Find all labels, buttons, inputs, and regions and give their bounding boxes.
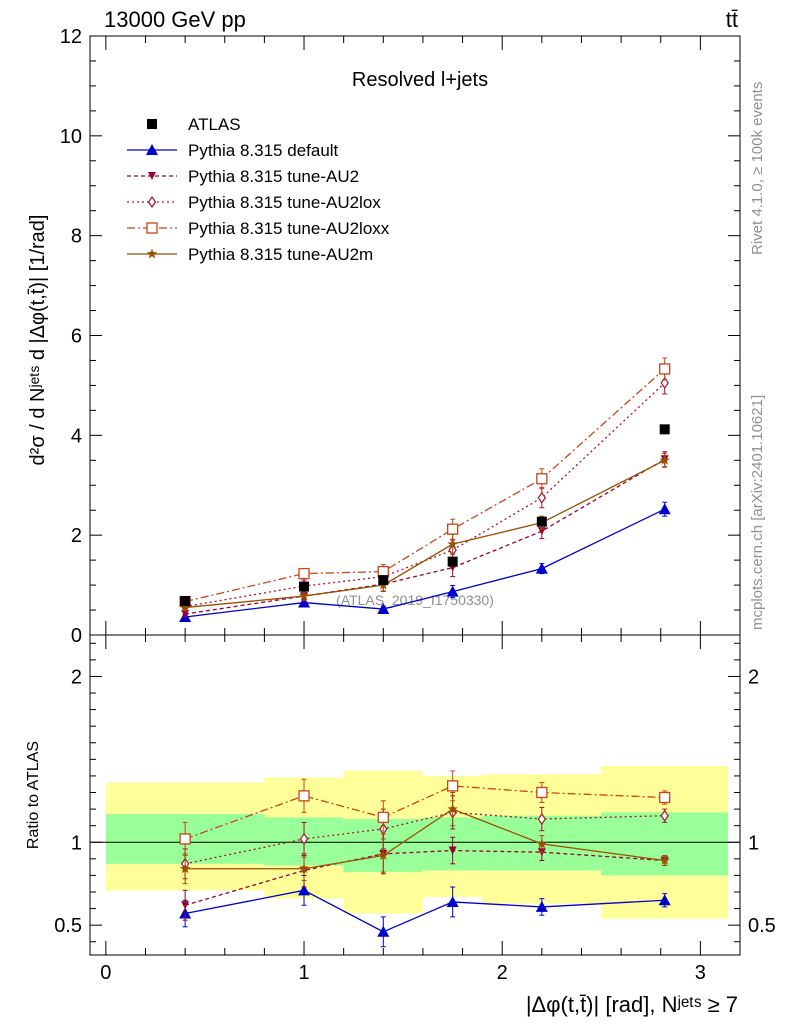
ratio-point-au2m <box>447 803 458 814</box>
main-point-atlas <box>299 581 310 592</box>
ratio-point-au2loxx <box>659 791 671 804</box>
legend-marker-au2lox <box>147 195 157 209</box>
ratio-y-tick-label-right: 1 <box>748 832 759 854</box>
ratio-point-default <box>446 895 459 907</box>
legend-label-au2lox: Pythia 8.315 tune-AU2lox <box>188 193 381 212</box>
y-axis-title-main: d²σ / d Nʲᵉᵗˢ d |Δφ(t,t̄)| [1/rad] <box>27 215 49 466</box>
main-y-tick-label: 4 <box>71 425 82 447</box>
main-y-tick-label: 12 <box>60 26 82 48</box>
main-point-au2m <box>659 454 670 465</box>
main-y-tick-label: 0 <box>71 625 82 647</box>
ratio-point-au2loxx <box>447 780 459 792</box>
ratio-point-au2m <box>298 863 310 874</box>
ratio-y-tick-label: 1 <box>71 832 82 854</box>
ratio-line-au2loxx <box>184 785 665 840</box>
ratio-point-default <box>377 925 390 937</box>
x-tick-label: 2 <box>497 962 508 984</box>
main-y-tick-label: 6 <box>71 326 82 348</box>
x-tick-label: 3 <box>695 962 706 984</box>
ratio-point-au2lox <box>537 812 547 826</box>
ratio-line-au2 <box>184 849 665 906</box>
main-line-au2m <box>185 459 665 609</box>
y-axis-title-ratio: Ratio to ATLAS <box>25 741 42 849</box>
legend-label-au2loxx: Pythia 8.315 tune-AU2loxx <box>188 219 390 238</box>
x-tick-label: 0 <box>100 962 111 984</box>
ratio-point-au2m <box>179 863 191 874</box>
rivet-label: Rivet 4.1.0, ≥ 100k events <box>749 82 766 255</box>
legend-label-data: ATLAS <box>188 115 241 134</box>
ratio-point-default <box>298 884 311 896</box>
main-y-tick-label: 8 <box>71 226 82 248</box>
main-point-au2 <box>181 610 190 619</box>
ratio-point-au2loxx <box>298 790 310 802</box>
ratio-point-au2lox <box>660 809 669 822</box>
main-point-default <box>377 603 390 615</box>
main-point-au2m <box>447 538 458 549</box>
legend-marker-au2m <box>146 248 158 259</box>
x-tick-label: 1 <box>298 962 309 984</box>
main-point-au2m <box>298 590 310 601</box>
mcplots-label: mcplots.cern.ch [arXiv:2401.10621] <box>749 395 766 630</box>
ratio-line-au2m <box>185 808 665 870</box>
ratio-point-au2loxx <box>377 811 389 824</box>
ratio-point-au2m <box>378 850 389 860</box>
energy-label: 13000 GeV pp <box>104 7 246 32</box>
main-point-au2loxx <box>298 567 310 580</box>
ratio-y-tick-label-right: 2 <box>748 666 759 688</box>
main-line-au2loxx <box>184 368 666 603</box>
main-point-default <box>298 596 311 608</box>
main-point-atlas <box>536 516 547 527</box>
ratio-point-au2m <box>659 855 670 865</box>
ratio-point-au2 <box>448 846 457 855</box>
main-y-tick-label: 10 <box>60 126 82 148</box>
x-axis-title: |Δφ(t,t̄)| [rad], Nʲᵉᵗˢ ≥ 7 <box>526 992 738 1017</box>
ratio-point-au2 <box>181 901 190 910</box>
main-point-default <box>658 503 671 515</box>
main-point-au2loxx <box>659 363 671 375</box>
main-point-default <box>446 585 459 597</box>
main-point-default <box>535 562 548 574</box>
ratio-line-au2lox <box>184 811 665 865</box>
main-point-atlas <box>180 596 191 607</box>
main-point-au2loxx <box>447 523 459 535</box>
legend-label-au2m: Pythia 8.315 tune-AU2m <box>188 245 373 264</box>
main-point-au2m <box>179 602 191 612</box>
legend-label-default: Pythia 8.315 default <box>188 141 339 160</box>
main-point-atlas <box>447 556 458 567</box>
main-point-au2loxx <box>536 473 548 485</box>
main-y-tick-label: 2 <box>71 525 82 547</box>
ratio-point-au2lox <box>299 832 309 845</box>
panel-title: Resolved l+jets <box>352 69 488 91</box>
ratio-plot-frame <box>89 634 741 956</box>
legend-label-au2: Pythia 8.315 tune-AU2 <box>188 167 359 186</box>
legend-marker-data <box>147 119 157 129</box>
legend-marker-au2 <box>148 172 156 180</box>
main-line-au2lox <box>185 382 666 608</box>
main-line-default <box>185 508 665 618</box>
ratio-y-tick-label-right: 0.5 <box>748 915 776 937</box>
ratio-y-tick-label: 2 <box>71 666 82 688</box>
main-point-au2lox <box>537 491 547 504</box>
main-point-atlas <box>659 424 670 435</box>
main-line-au2 <box>185 458 666 615</box>
ratio-point-au2loxx <box>179 833 191 845</box>
analysis-watermark: (ATLAS_2019_I1750330) <box>336 592 494 608</box>
ratio-line-default <box>184 889 665 933</box>
process-label: tt̄ <box>726 7 738 32</box>
ratio-point-au2loxx <box>536 786 548 799</box>
ratio-point-default <box>658 894 671 906</box>
legend-marker-au2loxx <box>146 222 158 234</box>
ratio-y-tick-label: 0.5 <box>54 915 82 937</box>
legend-marker-default <box>146 144 158 155</box>
ratio-point-au2m <box>536 838 548 849</box>
ratio-point-default <box>535 900 548 912</box>
main-point-atlas <box>378 575 389 586</box>
